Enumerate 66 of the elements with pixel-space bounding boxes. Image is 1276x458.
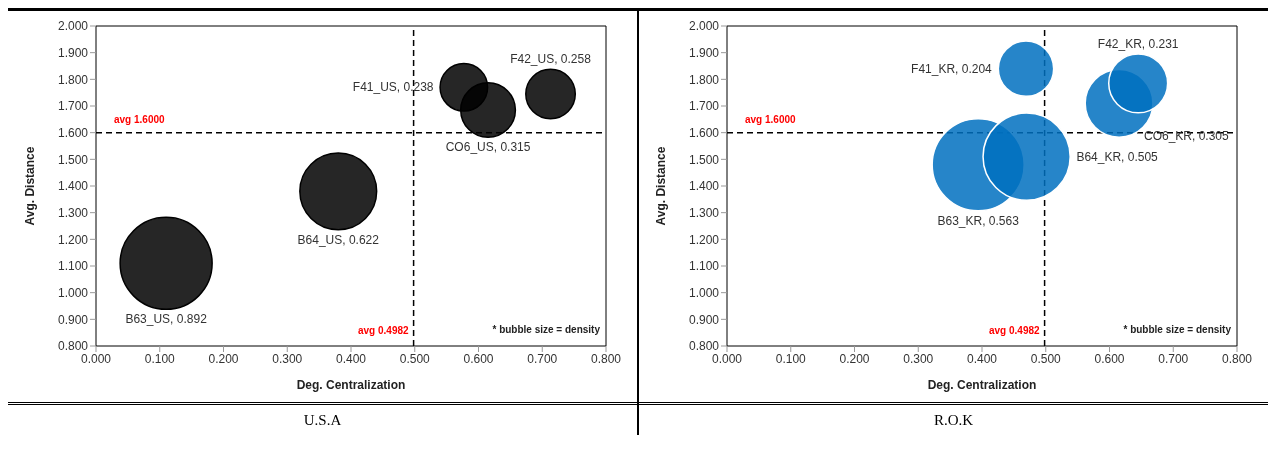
x-tick-label: 0.600 xyxy=(463,351,494,366)
x-tick-label: 0.800 xyxy=(590,351,622,366)
y-tick-label: 1.500 xyxy=(57,152,89,167)
text: U.S.A xyxy=(8,402,637,435)
x-tick-label: 0.000 xyxy=(711,351,743,366)
y-tick-label: 1.200 xyxy=(688,232,720,247)
x-tick-label: 0.500 xyxy=(399,351,431,366)
data-label: CO6_US, 0.315 xyxy=(445,140,531,155)
x-tick-label: 0.100 xyxy=(144,351,176,366)
y-tick-label: 1.900 xyxy=(57,45,89,60)
y-tick-label: 0.900 xyxy=(57,312,89,327)
y-tick-label: 1.900 xyxy=(688,45,720,60)
annotation: * bubble size = density xyxy=(492,324,600,335)
x-tick-label: 0.300 xyxy=(272,351,303,366)
y-tick-label: 1.000 xyxy=(688,285,720,300)
text: R.O.K xyxy=(639,402,1268,435)
y-tick-label: 1.600 xyxy=(688,125,720,140)
ref-line-label: avg 1.6000 xyxy=(114,113,166,125)
x-tick-label: 0.700 xyxy=(527,351,558,366)
y-tick-label: 0.800 xyxy=(688,339,720,354)
data-label: B64_KR, 0.505 xyxy=(1076,149,1159,164)
y-tick-label: 1.600 xyxy=(57,125,89,140)
y-tick-label: 1.300 xyxy=(57,205,89,220)
x-tick-label: 0.600 xyxy=(1094,351,1125,366)
x-tick-label: 0.100 xyxy=(775,351,807,366)
y-axis-title: Avg. Distance xyxy=(654,146,669,226)
x-tick-label: 0.800 xyxy=(1221,351,1253,366)
x-tick-label: 0.400 xyxy=(966,351,998,366)
x-axis-title: Deg. Centralization xyxy=(296,378,406,392)
data-label: F41_US, 0.238 xyxy=(352,80,434,95)
x-tick-label: 0.200 xyxy=(839,351,870,366)
y-tick-label: 1.100 xyxy=(57,259,89,274)
ref-line-label: avg 0.4982 xyxy=(357,325,410,336)
data-label: B63_KR, 0.563 xyxy=(937,213,1020,228)
x-tick-label: 0.000 xyxy=(80,351,112,366)
data-label: F42_KR, 0.231 xyxy=(1097,36,1179,51)
x-tick-label: 0.700 xyxy=(1158,351,1189,366)
y-tick-label: 1.400 xyxy=(688,179,720,194)
y-tick-label: 1.400 xyxy=(57,179,89,194)
y-tick-label: 1.700 xyxy=(57,99,89,114)
y-tick-label: 1.200 xyxy=(57,232,89,247)
annotation: * bubble size = density xyxy=(1123,324,1231,335)
y-tick-label: 2.000 xyxy=(688,19,720,34)
y-tick-label: 0.800 xyxy=(57,339,89,354)
x-tick-label: 0.300 xyxy=(903,351,934,366)
y-tick-label: 1.100 xyxy=(688,259,720,274)
y-tick-label: 1.800 xyxy=(688,72,720,87)
data-label: F42_US, 0.258 xyxy=(510,52,592,67)
ref-line-label: avg 0.4982 xyxy=(988,325,1041,336)
x-tick-label: 0.400 xyxy=(335,351,367,366)
data-label: B63_US, 0.892 xyxy=(125,312,208,327)
x-axis-title: Deg. Centralization xyxy=(927,378,1037,392)
y-tick-label: 1.300 xyxy=(688,205,720,220)
y-tick-label: 1.700 xyxy=(688,99,720,114)
y-tick-label: 2.000 xyxy=(57,19,89,34)
y-tick-label: 1.000 xyxy=(57,285,89,300)
data-label: B64_US, 0.622 xyxy=(297,232,380,247)
y-tick-label: 1.800 xyxy=(57,72,89,87)
data-label: CO6_KR, 0.305 xyxy=(1143,128,1230,143)
y-tick-label: 0.900 xyxy=(688,312,720,327)
x-tick-label: 0.200 xyxy=(208,351,239,366)
x-tick-label: 0.500 xyxy=(1030,351,1062,366)
y-axis-title: Avg. Distance xyxy=(23,146,38,226)
y-tick-label: 1.500 xyxy=(688,152,720,167)
ref-line-label: avg 1.6000 xyxy=(745,113,797,125)
data-label: F41_KR, 0.204 xyxy=(911,61,993,76)
